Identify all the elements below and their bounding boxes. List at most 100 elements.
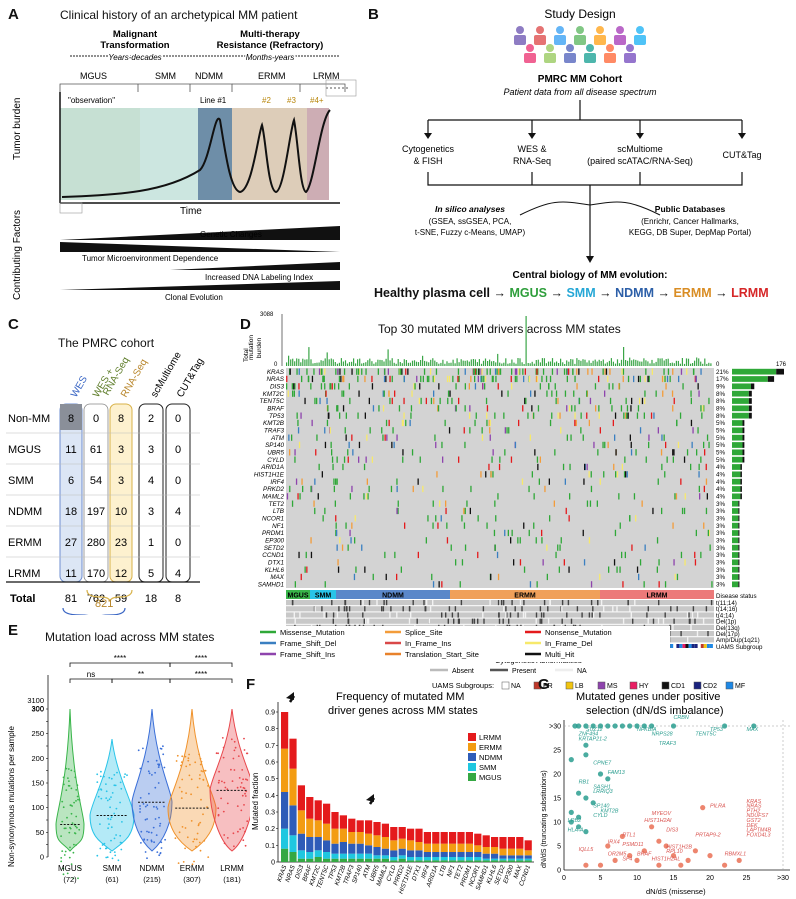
mutation-cell [489, 419, 491, 427]
burden-bar [584, 359, 586, 366]
mutation-cell [663, 368, 665, 375]
burden-bar [334, 362, 336, 366]
burden-bar [302, 358, 304, 366]
annot-label: Del(17p) [716, 631, 740, 638]
mutation-cell [338, 375, 341, 383]
annot-cell [451, 612, 454, 618]
mutation-cell [711, 581, 713, 588]
sig-label: ns [87, 670, 95, 679]
mutation-cell [493, 529, 496, 537]
table-cell: 11 [65, 444, 76, 456]
mutation-cell [335, 522, 337, 529]
violin-point [233, 740, 236, 743]
f-xlabel: DIS3 [294, 864, 306, 880]
gene-pct: 8% [716, 406, 726, 413]
burden-bar [417, 362, 420, 366]
insilico-body-2: t-SNE, Fuzzy c-Means, UMAP) [415, 228, 526, 237]
mutation-cell [361, 544, 363, 551]
mutation-cell [644, 544, 646, 551]
mutation-cell [614, 529, 617, 537]
violin-point [60, 860, 63, 863]
mutation-cell [589, 500, 592, 507]
annot-cell [381, 606, 383, 612]
mutation-cell [702, 405, 704, 412]
annot-cell [519, 600, 522, 606]
mutation-cell [692, 368, 695, 375]
teal-point [590, 723, 596, 729]
teal-label: FAM13 [608, 770, 625, 776]
annot-cell [535, 612, 538, 618]
mutation-cell [286, 375, 288, 383]
mutation-cell [539, 456, 541, 463]
violin-point [119, 801, 121, 804]
mutation-cell [391, 375, 393, 383]
mutation-cell [534, 390, 536, 397]
violin-point [181, 826, 184, 828]
mutation-cell [576, 383, 578, 390]
gene-label: SETD2 [264, 545, 285, 552]
violin-point [147, 760, 150, 763]
mutation-cell [580, 412, 582, 419]
oncoprint-grid [286, 368, 714, 588]
gene-bar-multi [738, 500, 740, 507]
burden-bar [698, 358, 700, 366]
burden-bar [507, 363, 509, 366]
gene-bar-multi [740, 464, 742, 470]
mutation-cell [293, 390, 295, 397]
mutation-cell [666, 375, 669, 383]
red-label: NRAS [747, 804, 762, 810]
violin-point [116, 771, 118, 774]
mutation-cell [433, 397, 435, 405]
mutation-cell [368, 485, 370, 493]
mutation-cell [656, 566, 658, 573]
g-ytick: 0 [557, 868, 561, 875]
violin-point [143, 838, 146, 841]
mutation-cell [348, 383, 350, 390]
bar-segment [323, 840, 331, 852]
red-label: IRX4 [608, 840, 620, 846]
violin-point [144, 805, 147, 808]
bar-segment [306, 858, 314, 862]
violin-point [196, 786, 199, 789]
burden-bar [464, 360, 466, 366]
annot-cell [364, 606, 366, 612]
panel-c-letter: C [8, 316, 19, 333]
burden-bar [681, 358, 683, 366]
mutation-cell [457, 368, 460, 375]
bar-segment [465, 843, 473, 852]
burden-bar [669, 363, 671, 366]
gene-label: SP140 [265, 442, 284, 449]
annot-cell [323, 612, 325, 618]
mutation-cell [468, 383, 470, 390]
burden-bar [294, 361, 296, 366]
mutation-cell [626, 412, 628, 419]
table-cell: 3 [118, 444, 124, 456]
violin-point [67, 777, 69, 779]
mutation-cell [622, 368, 625, 375]
mutation-cell [343, 375, 345, 383]
evo-arrow: → [599, 286, 612, 300]
bar-segment [323, 823, 331, 841]
mutation-cell [341, 544, 344, 551]
mutation-cell [662, 390, 664, 397]
mutation-cell [614, 412, 617, 419]
gene-bar [732, 566, 739, 573]
mutation-cell [291, 383, 293, 390]
mutation-cell [349, 397, 351, 405]
violin-point [76, 826, 78, 829]
violin-point [63, 854, 66, 856]
mutation-cell [387, 368, 389, 375]
gene-label: DTX1 [268, 560, 284, 567]
mutation-cell [452, 375, 454, 383]
burden-bar [560, 358, 562, 366]
annot-cell [293, 612, 295, 618]
annot-cell [688, 612, 690, 618]
violin-point [109, 851, 112, 854]
mutation-cell [402, 456, 404, 463]
mutation-cell [358, 390, 360, 397]
burden-bar [618, 363, 621, 366]
mutation-cell [614, 434, 616, 441]
violin-point [190, 820, 193, 822]
bar-segment [381, 823, 389, 837]
violin-point [206, 806, 208, 808]
